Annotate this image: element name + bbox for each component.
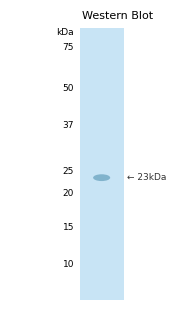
Text: 15: 15 bbox=[63, 222, 74, 232]
Text: 75: 75 bbox=[63, 43, 74, 53]
Text: 25: 25 bbox=[63, 167, 74, 176]
Ellipse shape bbox=[93, 174, 110, 181]
Text: kDa: kDa bbox=[56, 28, 74, 37]
Bar bbox=[80, 28, 124, 300]
Text: Western Blot: Western Blot bbox=[82, 11, 153, 21]
Text: 10: 10 bbox=[63, 260, 74, 269]
Text: 37: 37 bbox=[63, 121, 74, 130]
Text: 50: 50 bbox=[63, 83, 74, 93]
Text: ← 23kDa: ← 23kDa bbox=[127, 173, 167, 182]
Text: 20: 20 bbox=[63, 188, 74, 198]
